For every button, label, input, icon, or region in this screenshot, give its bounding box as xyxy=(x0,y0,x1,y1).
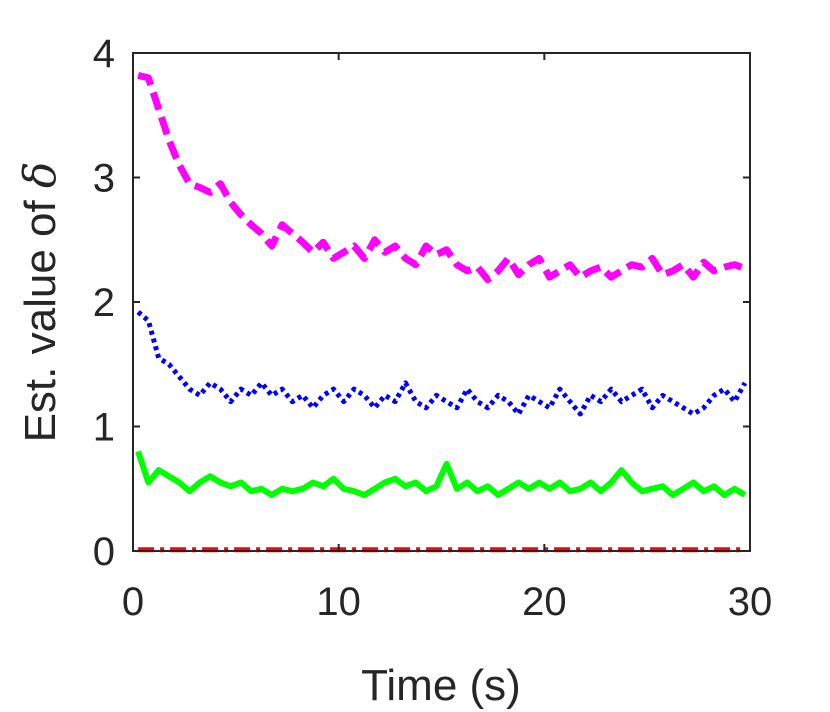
x-tick-label: 0 xyxy=(122,580,144,624)
series-line-green-solid xyxy=(135,450,747,498)
y-axis-label-prefix: Est. value of xyxy=(16,188,65,442)
y-tick-label: 4 xyxy=(93,32,115,76)
series-layer xyxy=(135,71,748,553)
x-tick-label: 10 xyxy=(316,580,361,624)
x-axis-label: Time (s) xyxy=(361,661,521,710)
x-tick-label: 20 xyxy=(522,580,567,624)
tick-layer: 0 10 20 30 0 1 2 3 4 xyxy=(93,32,773,624)
y-tick-label: 3 xyxy=(93,157,115,201)
x-tick-label: 30 xyxy=(728,580,773,624)
y-axis-label-symbol: δ xyxy=(15,162,66,189)
y-tick-label: 1 xyxy=(93,406,115,450)
y-tick-label: 0 xyxy=(93,530,115,574)
y-tick-label: 2 xyxy=(93,281,115,325)
y-axis-label: Est. value of δ xyxy=(15,162,66,443)
series-line-magenta-dashed xyxy=(137,71,747,284)
series-line-blue-dotted xyxy=(136,310,748,417)
